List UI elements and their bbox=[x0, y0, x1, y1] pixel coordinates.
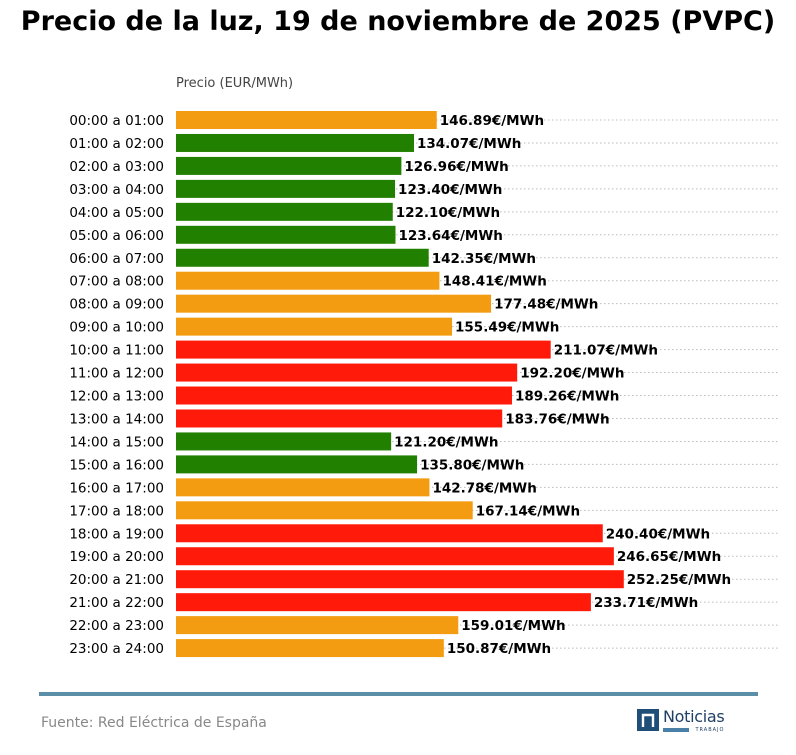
price-bar bbox=[176, 179, 396, 198]
value-label: 189.26€/MWh bbox=[515, 389, 619, 405]
price-bar bbox=[176, 156, 402, 175]
price-bar bbox=[176, 294, 492, 313]
price-bar bbox=[176, 593, 591, 612]
value-label: 123.64€/MWh bbox=[398, 228, 502, 244]
category-label: 10:00 a 11:00 bbox=[69, 343, 164, 359]
category-label: 06:00 a 07:00 bbox=[69, 251, 164, 267]
category-label: 18:00 a 19:00 bbox=[69, 526, 164, 542]
price-bar bbox=[176, 547, 614, 566]
price-bar bbox=[176, 248, 429, 267]
category-label: 07:00 a 08:00 bbox=[69, 274, 164, 290]
category-label: 16:00 a 17:00 bbox=[69, 480, 164, 496]
value-label: 177.48€/MWh bbox=[494, 297, 598, 313]
category-label: 08:00 a 09:00 bbox=[69, 297, 164, 313]
logo-subtitle: TRABAJO bbox=[695, 727, 725, 733]
price-bar bbox=[176, 133, 415, 152]
value-label: 183.76€/MWh bbox=[505, 411, 609, 427]
x-axis-label: Precio (EUR/MWh) bbox=[176, 76, 293, 91]
price-bar bbox=[176, 386, 512, 405]
category-label: 03:00 a 04:00 bbox=[69, 182, 164, 198]
category-label: 05:00 a 06:00 bbox=[69, 228, 164, 244]
value-label: 148.41€/MWh bbox=[442, 274, 546, 290]
value-label: 142.35€/MWh bbox=[432, 251, 536, 267]
value-label: 167.14€/MWh bbox=[476, 503, 580, 519]
value-label: 121.20€/MWh bbox=[394, 434, 498, 450]
category-label: 23:00 a 24:00 bbox=[69, 641, 164, 657]
value-label: 240.40€/MWh bbox=[606, 526, 710, 542]
footer-divider bbox=[39, 692, 758, 696]
category-label: 20:00 a 21:00 bbox=[69, 572, 164, 588]
category-label: 09:00 a 10:00 bbox=[69, 320, 164, 336]
category-label: 22:00 a 23:00 bbox=[69, 618, 164, 634]
price-bar bbox=[176, 478, 430, 497]
category-label: 04:00 a 05:00 bbox=[69, 205, 164, 221]
value-label: 150.87€/MWh bbox=[447, 641, 551, 657]
price-bar bbox=[176, 111, 437, 129]
value-label: 233.71€/MWh bbox=[594, 595, 698, 611]
price-bar bbox=[176, 202, 393, 221]
price-bar bbox=[176, 225, 396, 244]
source-note: Fuente: Red Eléctrica de España bbox=[41, 715, 267, 731]
value-label: 134.07€/MWh bbox=[417, 136, 521, 152]
category-label: 00:00 a 01:00 bbox=[69, 113, 164, 129]
value-label: 246.65€/MWh bbox=[617, 549, 721, 565]
chart-title: Precio de la luz, 19 de noviembre de 202… bbox=[20, 6, 776, 37]
price-bar bbox=[176, 271, 440, 290]
value-label: 159.01€/MWh bbox=[461, 618, 565, 634]
price-bar bbox=[176, 455, 418, 474]
category-label: 02:00 a 03:00 bbox=[69, 159, 164, 175]
value-label: 142.78€/MWh bbox=[432, 480, 536, 496]
logo-mark-icon bbox=[637, 709, 659, 731]
price-bar bbox=[176, 317, 453, 336]
noticias-trabajo-logo: Noticias TRABAJO bbox=[637, 707, 725, 735]
value-label: 155.49€/MWh bbox=[455, 320, 559, 336]
value-label: 123.40€/MWh bbox=[398, 182, 502, 198]
price-bar bbox=[176, 432, 392, 451]
price-bar bbox=[176, 501, 473, 520]
value-label: 192.20€/MWh bbox=[520, 366, 624, 382]
price-bar bbox=[176, 340, 551, 359]
category-label: 14:00 a 15:00 bbox=[69, 434, 164, 450]
category-label: 12:00 a 13:00 bbox=[69, 389, 164, 405]
value-label: 211.07€/MWh bbox=[554, 343, 658, 359]
price-bar bbox=[176, 639, 444, 658]
price-bar bbox=[176, 409, 503, 428]
category-label: 01:00 a 02:00 bbox=[69, 136, 164, 152]
category-label: 11:00 a 12:00 bbox=[69, 366, 164, 382]
value-label: 135.80€/MWh bbox=[420, 457, 524, 473]
category-label: 15:00 a 16:00 bbox=[69, 457, 164, 473]
value-label: 146.89€/MWh bbox=[440, 113, 544, 129]
category-label: 17:00 a 18:00 bbox=[69, 503, 164, 519]
category-label: 21:00 a 22:00 bbox=[69, 595, 164, 611]
logo-name: Noticias bbox=[663, 707, 725, 726]
price-bar bbox=[176, 524, 603, 543]
price-bar bbox=[176, 616, 459, 635]
category-label: 19:00 a 20:00 bbox=[69, 549, 164, 565]
category-label: 13:00 a 14:00 bbox=[69, 411, 164, 427]
value-label: 122.10€/MWh bbox=[396, 205, 500, 221]
logo-underline bbox=[663, 728, 689, 732]
price-bar bbox=[176, 570, 624, 589]
value-label: 126.96€/MWh bbox=[404, 159, 508, 175]
price-bar bbox=[176, 363, 518, 382]
value-label: 252.25€/MWh bbox=[627, 572, 731, 588]
